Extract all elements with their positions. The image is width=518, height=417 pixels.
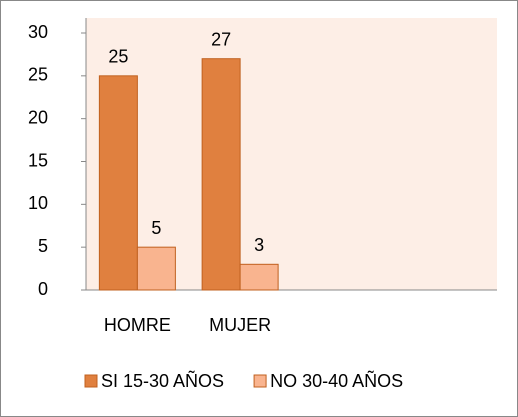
y-tick-label: 20 (28, 107, 48, 127)
y-tick-label: 30 (28, 22, 48, 42)
bar (136, 246, 176, 291)
data-label: 25 (108, 47, 128, 67)
y-tick-label: 15 (28, 150, 48, 170)
bar (201, 58, 241, 291)
legend-swatch (253, 374, 267, 388)
x-tick-label: HOMRE (104, 315, 171, 335)
y-tick-label: 25 (28, 65, 48, 85)
y-tick-label: 10 (28, 193, 48, 213)
data-label: 3 (254, 235, 264, 255)
bar (98, 75, 138, 291)
y-tick-label: 5 (38, 236, 48, 256)
legend-swatch (84, 374, 98, 388)
plot-area (86, 18, 497, 290)
y-tick-label: 0 (38, 279, 48, 299)
x-tick-label: MUJER (209, 315, 271, 335)
legend-label: NO 30-40 AÑOS (270, 370, 403, 391)
data-label: 27 (211, 29, 231, 49)
data-label: 5 (151, 218, 161, 238)
bar (239, 263, 279, 291)
legend-label: SI 15-30 AÑOS (101, 370, 224, 391)
